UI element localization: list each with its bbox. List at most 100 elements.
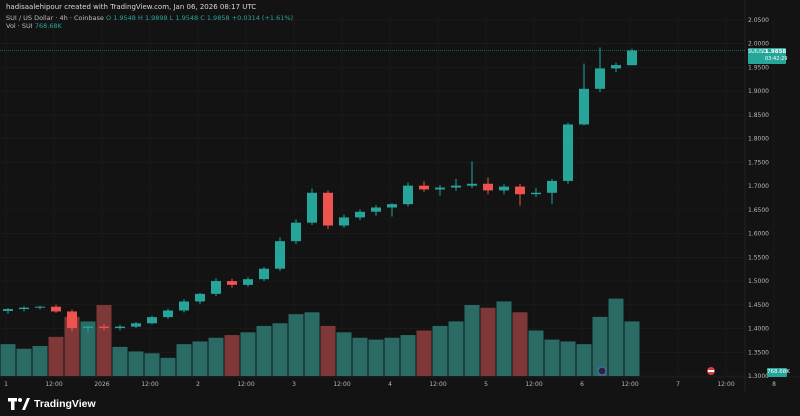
y-tick-label: 1.6000 [748, 231, 769, 238]
y-tick-label: 1.4500 [748, 302, 769, 309]
candle-body [195, 293, 205, 302]
y-tick-label: 1.8000 [748, 136, 769, 143]
x-axis[interactable]: 1 12:00 2026 12:00 2 12:00 3 12:00 4 12:00 5 12:00 6… [4, 381, 776, 388]
volume-bar [128, 351, 144, 376]
x-tick-label: 3 [292, 381, 296, 388]
candle-body [627, 50, 637, 66]
x-tick-label: 12:00 [525, 381, 542, 388]
x-tick-label: 12:00 [141, 381, 158, 388]
y-tick-label: 1.7500 [748, 159, 769, 166]
x-tick-label: 8 [772, 381, 776, 388]
candle-body [419, 185, 429, 190]
volume-bar [432, 325, 448, 376]
y-axis[interactable]: 2.0500 2.0000 1.9500 1.9000 1.8500 1.8000 1.75… [748, 17, 769, 380]
x-tick-label: 5 [484, 381, 488, 388]
x-tick-label: 12:00 [621, 381, 638, 388]
volume-bar [448, 321, 464, 376]
volume-bar [512, 312, 528, 376]
volume-bar [144, 353, 160, 376]
candle-body [163, 310, 173, 318]
volume-bar [544, 339, 560, 376]
candle-body [131, 323, 141, 327]
candle-body [339, 217, 349, 226]
x-tick-label: 2 [196, 381, 200, 388]
volume-bar [16, 348, 32, 376]
candle-body [275, 241, 285, 269]
volume-bar [464, 305, 480, 376]
candle-body [291, 222, 301, 242]
candle-body [595, 68, 605, 89]
volume-legend-title: Vol · SUI [6, 22, 33, 30]
y-tick-label: 1.5000 [748, 278, 769, 285]
candle-body [563, 124, 573, 181]
x-tick-label: 12:00 [429, 381, 446, 388]
candle-body [323, 192, 333, 226]
volume-bar [592, 316, 608, 376]
candle-body [99, 326, 109, 329]
volume-bar [288, 314, 304, 376]
ohlc-values: O 1.9548 H 1.9898 L 1.9548 C 1.9858 +0.0… [106, 14, 294, 22]
volume-bar [400, 335, 416, 376]
event-markers [597, 366, 715, 376]
volume-bar [240, 332, 256, 376]
candle-body [435, 187, 445, 190]
lightning-marker-icon [597, 366, 607, 376]
volume-bar [496, 301, 512, 376]
y-tick-label: 1.8500 [748, 112, 769, 119]
y-tick-label: 2.0500 [748, 17, 769, 24]
candle-body [211, 281, 221, 294]
volume-bar [528, 330, 544, 376]
candle-body [83, 326, 93, 329]
volume-bar [576, 344, 592, 376]
x-tick-label: 6 [580, 381, 584, 388]
volume-bar [320, 325, 336, 376]
volume-legend: Vol · SUI 768.68K [6, 22, 62, 30]
volume-bar [224, 335, 240, 376]
flag-marker-stripe [708, 370, 714, 372]
volume-bar [256, 325, 272, 376]
x-tick-label: 12:00 [45, 381, 62, 388]
candle-body [499, 186, 509, 191]
volume-bar [336, 332, 352, 376]
x-tick-label: 12:00 [717, 381, 734, 388]
candle-body [515, 186, 525, 195]
candle-body [243, 279, 253, 285]
candle-body [531, 192, 541, 195]
x-tick-label: 7 [676, 381, 680, 388]
volume-bar [208, 337, 224, 376]
candlesticks [3, 47, 637, 333]
y-tick-label: 1.4000 [748, 326, 769, 333]
x-tick-label: 12:00 [333, 381, 350, 388]
chart-credit: hadisaalehipour created with TradingView… [6, 3, 257, 11]
volume-bar [112, 346, 128, 376]
price-tag-price: 1.9858 [765, 49, 787, 55]
candle-body [611, 65, 621, 69]
volume-bar [64, 316, 80, 376]
symbol-legend: SUI / US Dollar · 4h · Coinbase O 1.9548… [6, 14, 293, 22]
candle-body [483, 183, 493, 191]
symbol-legend-title: SUI / US Dollar · 4h · Coinbase [6, 14, 104, 22]
volume-bar [176, 344, 192, 376]
y-tick-label: 1.7000 [748, 183, 769, 190]
volume-bar [80, 321, 96, 376]
candle-body [355, 211, 365, 218]
candle-body [67, 311, 77, 329]
candle-body [547, 180, 557, 193]
volume-bar [608, 298, 624, 376]
candle-body [467, 183, 477, 186]
volume-bar [352, 337, 368, 376]
x-tick-label: 1 [4, 381, 8, 388]
candle-body [3, 309, 13, 311]
candle-body [307, 192, 317, 223]
volume-bar [160, 357, 176, 376]
volume-bar [368, 339, 384, 376]
volume-bar [304, 312, 320, 376]
candle-body [403, 185, 413, 205]
candle-body [371, 207, 381, 212]
candle-body [451, 185, 461, 188]
candle-body [51, 306, 61, 312]
chart-canvas[interactable]: 2.0500 2.0000 1.9500 1.9000 1.8500 1.8000 1.75… [0, 0, 800, 392]
tradingview-logo[interactable]: TradingView [8, 396, 96, 412]
volume-bar [384, 337, 400, 376]
y-tick-label: 1.5500 [748, 254, 769, 261]
